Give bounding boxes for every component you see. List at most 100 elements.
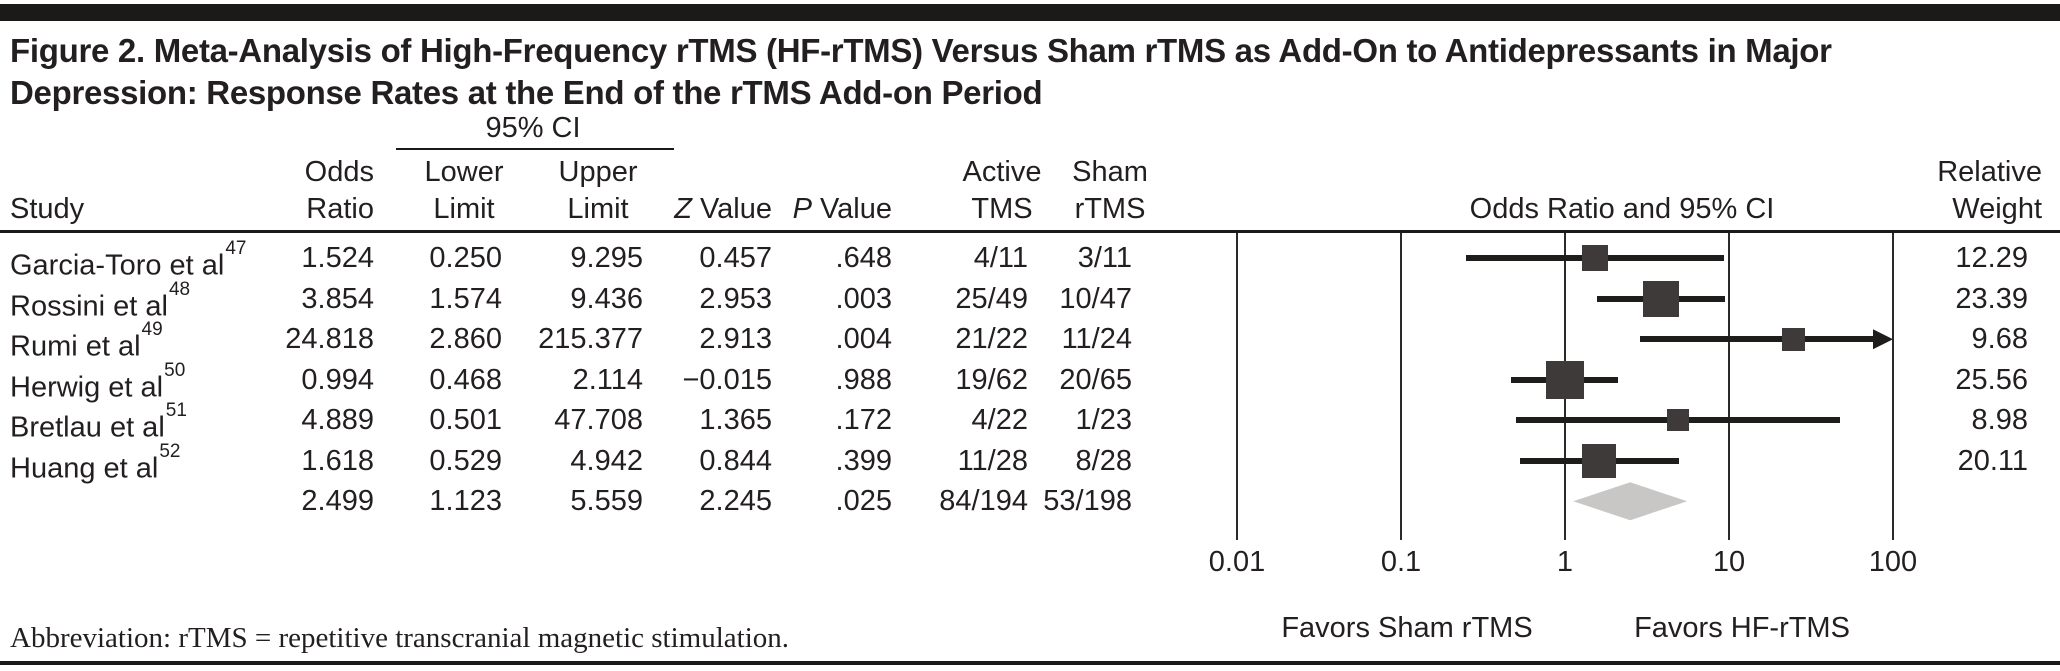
cell-or: 2.499: [301, 485, 374, 517]
cell-active: 25/49: [955, 282, 1028, 315]
ci-bar-3: [1639, 336, 1873, 343]
cell-p: .003: [835, 282, 892, 315]
cell-sham: 53/198: [1043, 485, 1132, 517]
study-reference-superscript: 49: [141, 319, 163, 340]
cell-upper: 215.377: [538, 323, 643, 355]
p-rest: Value: [811, 193, 892, 225]
cell-lower: 0.468: [429, 363, 502, 396]
odds-ratio-square-3: [1782, 327, 1806, 351]
cell-lower: 0.250: [429, 242, 502, 274]
cell-sham: 10/47: [1059, 282, 1132, 315]
study-label: Rossini et al48: [10, 278, 191, 323]
cell-p: .988: [835, 363, 892, 396]
cell-upper: 5.559: [570, 485, 643, 517]
col-header-upper-line1: Upper: [558, 156, 638, 188]
cell-z: 2.245: [699, 485, 772, 517]
cell-upper: 9.436: [570, 282, 643, 315]
study-label: Huang et al52: [10, 440, 181, 485]
cell-lower: 1.123: [429, 485, 502, 517]
study-label: Garcia-Toro et al47: [10, 238, 247, 282]
favors-hf-label: Favors HF-rTMS: [1634, 612, 1850, 644]
favors-sham-label: Favors Sham rTMS: [1281, 612, 1533, 644]
study-reference-superscript: 47: [225, 238, 247, 259]
cell-z: 1.365: [699, 404, 772, 436]
cell-lower: 2.860: [429, 323, 502, 355]
cell-upper: 2.114: [572, 363, 643, 396]
figure-title-line2: Depression: Response Rates at the End of…: [10, 74, 1043, 111]
cell-weight: 9.68: [1971, 323, 2028, 355]
figure-title-line1: Figure 2. Meta-Analysis of High-Frequenc…: [10, 32, 1832, 69]
col-header-lower-line1: Lower: [424, 156, 504, 188]
odds-ratio-square-1: [1582, 245, 1608, 272]
odds-ratio-square-6: [1582, 443, 1617, 478]
cell-upper: 47.708: [554, 404, 643, 436]
cell-or: 1.618: [301, 444, 374, 477]
cell-upper: 9.295: [570, 242, 643, 274]
col-header-active-line1: Active: [962, 156, 1042, 188]
cell-z: 2.953: [699, 282, 772, 315]
figure-title: Figure 2. Meta-Analysis of High-Frequenc…: [10, 30, 1832, 114]
cell-p: .399: [835, 444, 892, 477]
cell-or: 0.994: [301, 363, 374, 396]
cell-weight: 12.29: [1955, 242, 2028, 274]
axis-gridline-0.01: [1236, 233, 1238, 540]
summary-diamond: [1573, 482, 1688, 521]
col-header-ci-group: 95% CI: [485, 112, 581, 144]
col-header-active-line2: TMS: [971, 193, 1033, 225]
col-header-odds-line2: Ratio: [306, 193, 374, 225]
col-header-weight-line1: Relative: [1937, 156, 2042, 188]
odds-ratio-square-4: [1545, 360, 1584, 399]
col-header-z-value: Z Value: [642, 191, 772, 228]
col-header-plot: Odds Ratio and 95% CI: [1469, 193, 1775, 225]
axis-tick-label-10: 10: [1712, 546, 1746, 578]
cell-z: 0.844: [699, 444, 772, 477]
z-rest: Value: [691, 193, 772, 225]
cell-or: 1.524: [301, 242, 374, 274]
study-label: Rumi et al49: [10, 319, 163, 363]
col-header-lower-limit: Lower Limit: [404, 154, 524, 228]
cell-sham: 1/23: [1075, 404, 1132, 436]
col-header-sham-rtms: Sham rTMS: [1050, 154, 1170, 228]
p-italic: P: [792, 193, 812, 225]
study-label: Herwig et al50: [10, 359, 186, 404]
cell-or: 3.854: [301, 282, 374, 315]
cell-sham: 11/24: [1061, 323, 1132, 355]
axis-gridline-100: [1892, 233, 1894, 540]
cell-weight: 23.39: [1955, 282, 2028, 315]
cell-or: 4.889: [301, 404, 374, 436]
cell-p: .004: [835, 323, 892, 355]
ci-group-underline: [396, 148, 674, 150]
axis-tick-label-0.1: 0.1: [1380, 546, 1422, 578]
figure-footnote: Abbreviation: rTMS = repetitive transcra…: [10, 622, 790, 654]
cell-z: −0.015: [682, 363, 772, 396]
cell-upper: 4.942: [570, 444, 643, 477]
cell-sham: 3/11: [1077, 242, 1132, 274]
study-label: Bretlau et al51: [10, 400, 187, 444]
cell-lower: 0.501: [429, 404, 502, 436]
cell-p: .025: [835, 485, 892, 517]
col-header-upper-line2: Limit: [567, 193, 629, 225]
top-rule: [0, 4, 2060, 21]
cell-active: 21/22: [955, 323, 1028, 355]
study-reference-superscript: 52: [159, 440, 181, 462]
odds-ratio-square-5: [1667, 409, 1690, 432]
cell-p: .172: [835, 404, 892, 436]
col-header-active-tms: Active TMS: [942, 154, 1062, 228]
cell-sham: 8/28: [1075, 444, 1132, 477]
odds-ratio-square-2: [1643, 280, 1680, 317]
col-header-weight-line2: Weight: [1952, 193, 2042, 225]
col-header-lower-line2: Limit: [433, 193, 495, 225]
cell-active: 11/28: [957, 444, 1028, 477]
col-header-sham-line2: rTMS: [1074, 193, 1146, 225]
z-italic: Z: [674, 193, 692, 225]
cell-sham: 20/65: [1059, 363, 1132, 396]
cell-p: .648: [835, 242, 892, 274]
axis-tick-label-100: 100: [1868, 546, 1918, 578]
cell-active: 84/194: [939, 485, 1028, 517]
axis-tick-label-1: 1: [1556, 546, 1574, 578]
header-rule: [0, 230, 2060, 233]
study-reference-superscript: 50: [164, 359, 186, 381]
study-reference-superscript: 48: [168, 278, 191, 300]
cell-or: 24.818: [285, 323, 374, 355]
